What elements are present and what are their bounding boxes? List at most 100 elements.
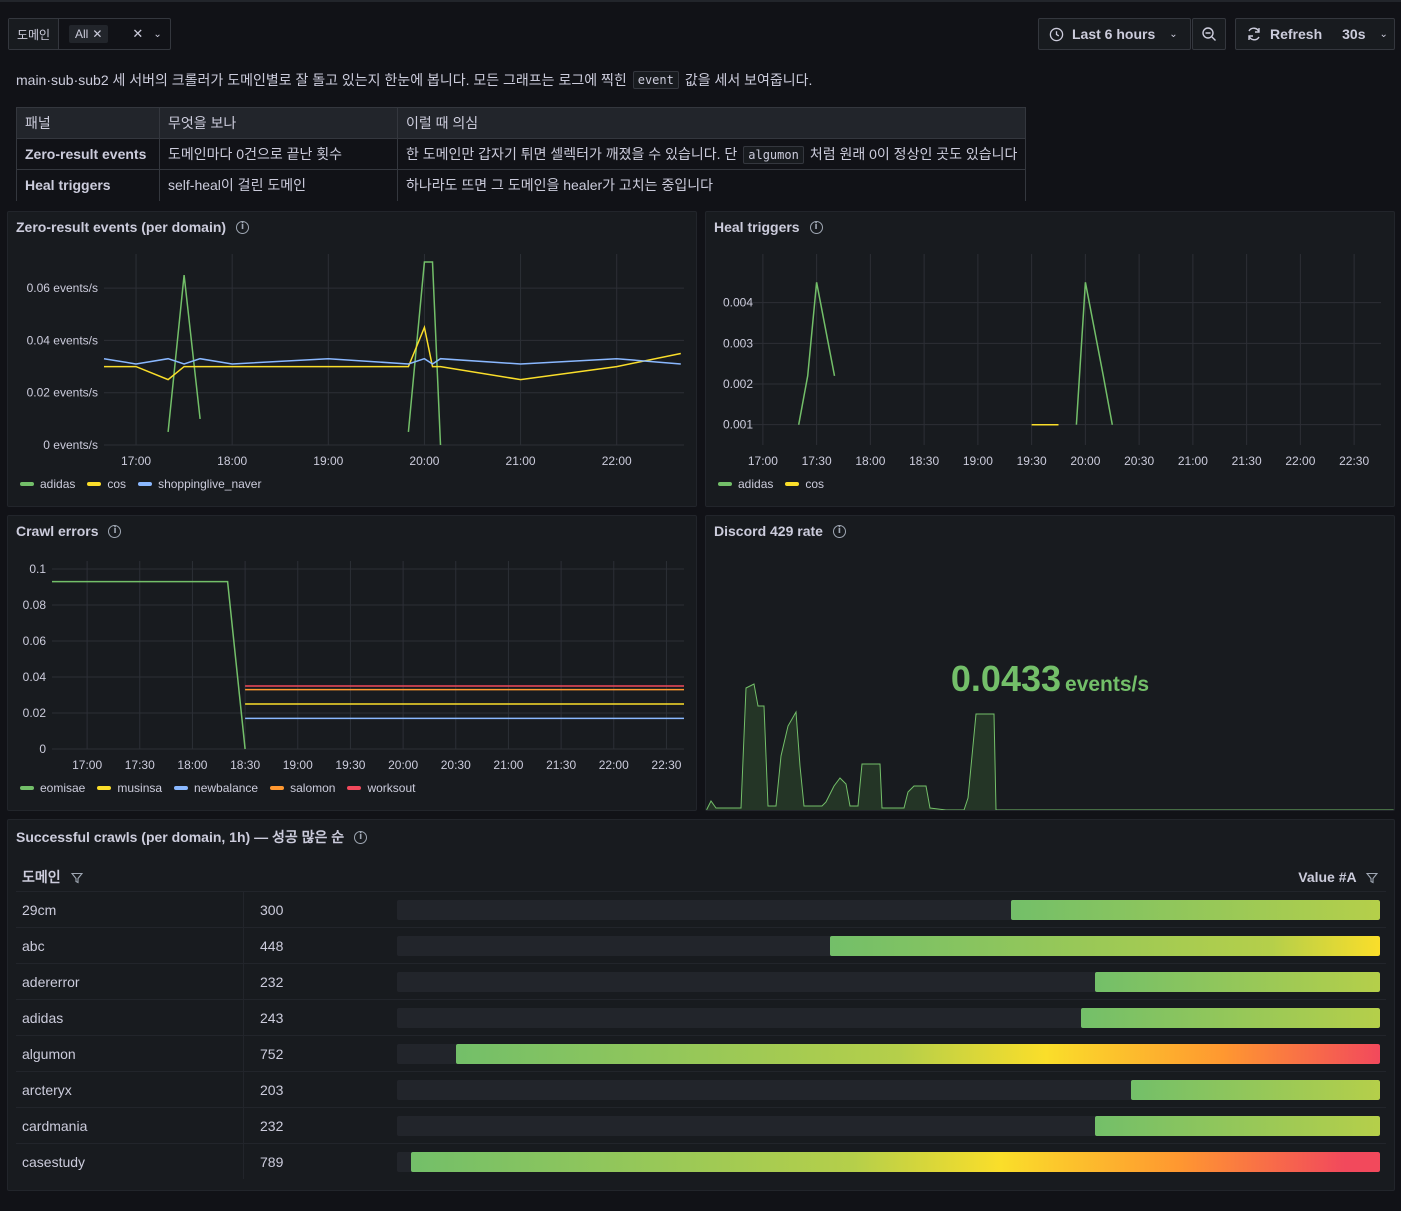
table-row[interactable]: arcteryx 203 [16,1071,1386,1107]
value-bar-track [397,1116,1380,1136]
value-cell: 243 [260,1009,284,1026]
stat-value: 0.0433 events/s [950,658,1150,699]
x-tick-label: 20:00 [388,758,418,772]
top-border [0,0,1401,2]
x-tick-label: 21:00 [493,758,523,772]
legend-item[interactable]: newbalance [174,781,258,795]
time-range-picker[interactable]: Last 6 hours ⌄ [1038,18,1191,50]
y-tick-label: 0.004 [723,296,753,310]
domain-cell: adidas [16,1000,244,1035]
value-bar-track [397,1152,1380,1172]
x-tick-label: 18:00 [177,758,207,772]
x-tick-label: 20:30 [1124,454,1154,468]
info-icon[interactable]: i [236,220,250,234]
info-icon[interactable]: i [832,524,846,538]
legend-item[interactable]: shoppinglive_naver [138,477,261,491]
panel-heal-triggers[interactable]: Heal triggers i 0.004 0.003 0.002 0.001 17:0… [705,211,1395,507]
value-cell: 232 [260,973,284,990]
series-line-eomisae [52,580,246,750]
zoom-out-button[interactable] [1192,18,1226,50]
info-icon[interactable]: i [108,524,122,538]
panel-title: Zero-result events (per domain) [16,219,227,235]
y-tick-label: 0.08 [23,598,47,612]
y-tick-label: 0.002 [723,377,753,391]
info-icon[interactable]: i [354,830,368,844]
series-line-shoppinglive_naver [103,357,681,365]
x-tick-label: 18:30 [909,454,939,468]
panel-crawl-errors[interactable]: Crawl errors i 0.1 0.08 0.06 0.04 0.02 0 17:00… [7,515,697,811]
domain-cell: algumon [16,1036,244,1071]
x-tick-label: 18:30 [230,758,260,772]
chart-legend: adidas cos shoppinglive_naver [20,477,261,491]
y-tick-label: 0.02 [23,706,47,720]
info-icon[interactable]: i [809,220,823,234]
filter-icon[interactable] [70,872,83,884]
series-line-cos [104,324,681,381]
column-header-domain[interactable]: 도메인 [16,867,388,887]
table-row[interactable]: cardmania 232 [16,1107,1386,1143]
x-tick-label: 18:00 [217,454,247,468]
panel-zero-result[interactable]: Zero-result events (per domain) i 0.06 ev… [7,211,697,507]
x-tick-label: 19:00 [283,758,313,772]
domain-cell: abc [16,928,244,963]
info-header: 이럴 때 의심 [396,107,1027,139]
value-bar-track [397,972,1380,992]
refresh-button[interactable]: Refresh [1236,19,1332,49]
domain-cell: cardmania [16,1108,244,1143]
table-row[interactable]: adidas 243 [16,999,1386,1035]
code-algumon: algumon [743,146,804,164]
panel-discord-429[interactable]: Discord 429 rate i 0.0433 events/s [705,515,1395,811]
legend-item[interactable]: cos [785,477,824,491]
chip-remove-icon[interactable]: ✕ [92,27,103,41]
heal-chart: 0.004 0.003 0.002 0.001 17:00 17:30 18:00 18:3… [723,254,1381,468]
refresh-picker[interactable]: Refresh 30s ⌄ [1235,18,1395,50]
legend-item[interactable]: musinsa [97,781,162,795]
domain-cell: casestudy [16,1144,244,1179]
x-tick-label: 17:00 [72,758,102,772]
x-tick-label: 17:00 [748,454,778,468]
legend-item[interactable]: cos [87,477,126,491]
table-row[interactable]: abc 448 [16,927,1386,963]
y-tick-label: 0 [39,742,46,756]
info-header: 무엇을 보나 [159,107,398,139]
legend-item[interactable]: adidas [20,477,75,491]
zero-chart: 0.06 events/s 0.04 events/s 0.02 events/s 0… [27,254,684,468]
x-tick-label: 19:30 [1017,454,1047,468]
y-tick-label: 0 events/s [43,438,98,452]
domain-cell: arcteryx [16,1072,244,1107]
table-row[interactable]: adererror 232 [16,963,1386,999]
panel-successful-crawls[interactable]: Successful crawls (per domain, 1h) — 성공 … [7,819,1395,1191]
legend-item[interactable]: worksout [347,781,416,795]
x-tick-label: 21:30 [546,758,576,772]
code-event: event [632,71,679,89]
x-tick-label: 20:30 [441,758,471,772]
dashboard-description: main·sub·sub2 세 서버의 크롤러가 도메인별로 잘 돌고 있는지 … [16,71,813,89]
domain-variable-selector[interactable]: 도메인 All ✕ ✕ ⌄ [8,18,171,50]
table-row[interactable]: 29cm 300 [16,891,1386,927]
chevron-down-icon[interactable]: ⌄ [153,28,162,40]
domain-cell: 29cm [16,892,244,927]
chart-legend: adidas cos [718,477,824,491]
clear-icon[interactable]: ✕ [132,26,144,41]
legend-item[interactable]: adidas [718,477,773,491]
table-row[interactable]: algumon 752 [16,1035,1386,1071]
filter-icon[interactable] [1366,872,1378,884]
refresh-interval-select[interactable]: 30s ⌄ [1332,19,1398,49]
value-bar [1130,1080,1380,1100]
value-bar [829,936,1380,956]
variable-chip[interactable]: All ✕ [69,25,109,43]
legend-item[interactable]: salomon [270,781,335,795]
chevron-down-icon: ⌄ [1169,28,1178,40]
legend-item[interactable]: eomisae [20,781,85,795]
value-bar-track [397,1008,1380,1028]
table-row[interactable]: casestudy 789 [16,1143,1386,1179]
chart-legend: eomisae musinsa newbalance salomon works… [20,781,416,795]
time-range-label: Last 6 hours [1072,26,1156,42]
info-row: Heal triggers self-heal이 걸린 도메인 하나라도 뜨면 … [16,169,1027,201]
value-bar [1011,900,1380,920]
column-header-value[interactable]: Value #A [388,869,1386,885]
x-tick-label: 19:00 [313,454,343,468]
info-header: 패널 [16,107,160,139]
value-bar-track [397,900,1380,920]
x-tick-label: 19:30 [335,758,365,772]
